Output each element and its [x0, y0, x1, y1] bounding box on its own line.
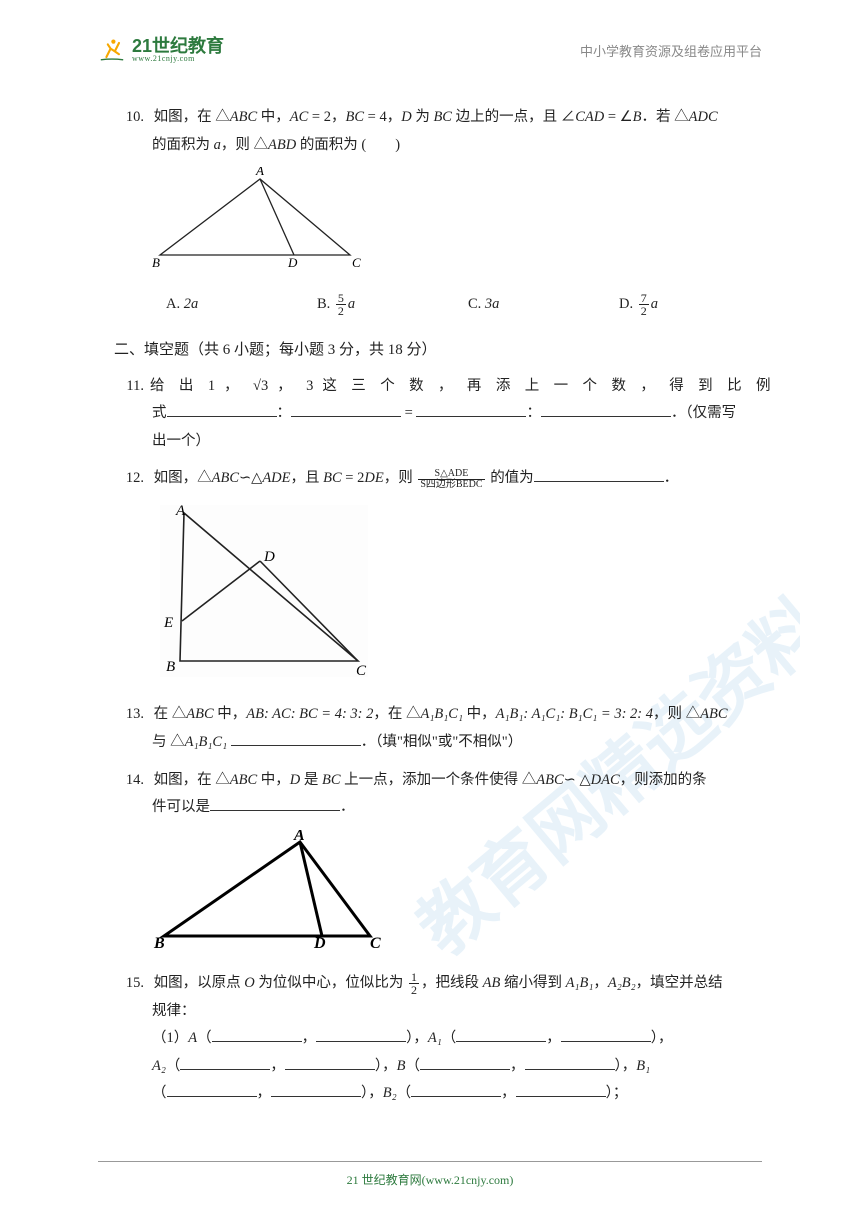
- fill-blank[interactable]: [541, 403, 671, 418]
- q13-line1: 在 △ABC 中，AB: AC: BC = 4: 3: 2，在 △A₁B₁C₁ …: [154, 706, 728, 722]
- fill-blank[interactable]: [525, 1055, 615, 1070]
- q12-figure: A D E B C: [152, 501, 770, 692]
- q15-line2: 规律：: [152, 998, 770, 1026]
- q12-num: 12.: [114, 465, 144, 493]
- fill-blank[interactable]: [285, 1055, 375, 1070]
- q15-line1: 如图，以原点 O 为位似中心，位似比为 12，把线段 AB 缩小得到 A₁B₁，…: [154, 975, 723, 991]
- q11-line2: 式： = ：．（仅需写: [152, 400, 770, 428]
- q10-choices: A. 2a B. 52a C. 3a D. 72a: [166, 291, 770, 319]
- svg-text:A: A: [175, 503, 186, 519]
- svg-text:E: E: [163, 615, 173, 631]
- logo-text-wrap: 21世纪教育 www.21cnjy.com: [132, 37, 224, 63]
- fill-blank[interactable]: [316, 1028, 406, 1043]
- question-13: 13. 在 △ABC 中，AB: AC: BC = 4: 3: 2，在 △A₁B…: [114, 701, 770, 756]
- fill-blank[interactable]: [210, 797, 340, 812]
- logo-sub-text: www.21cnjy.com: [132, 55, 224, 63]
- q14-num: 14.: [114, 767, 144, 795]
- q10-line2: 的面积为 a，则 △ABD 的面积为 ( ): [152, 132, 770, 160]
- fill-blank[interactable]: [534, 468, 664, 483]
- footer-text: 21 世纪教育网: [347, 1173, 422, 1187]
- q10-num: 10.: [114, 104, 144, 132]
- q15-num: 15.: [114, 970, 144, 998]
- svg-text:B: B: [153, 935, 165, 950]
- q11-line3: 出一个）: [152, 428, 770, 456]
- svg-text:C: C: [356, 663, 367, 679]
- page-header: 21世纪教育 www.21cnjy.com 中小学教育资源及组卷应用平台: [98, 36, 762, 64]
- question-12: 12. 如图，△ABC∽△ADE，且 BC = 2DE，则 S△ADES四边形B…: [114, 465, 770, 691]
- q10-choice-A: A. 2a: [166, 291, 317, 319]
- q13-num: 13.: [114, 701, 144, 729]
- brand-logo: 21世纪教育 www.21cnjy.com: [98, 36, 224, 64]
- fill-blank[interactable]: [167, 403, 277, 418]
- fill-blank[interactable]: [411, 1083, 501, 1098]
- fill-blank[interactable]: [456, 1028, 546, 1043]
- fill-blank[interactable]: [416, 403, 526, 418]
- q11-num: 11.: [114, 373, 144, 401]
- q15-sub1: （1）A（，），A₁（，），: [152, 1025, 770, 1053]
- fill-blank[interactable]: [212, 1028, 302, 1043]
- question-15: 15. 如图，以原点 O 为位似中心，位似比为 12，把线段 AB 缩小得到 A…: [114, 970, 770, 1108]
- fill-blank[interactable]: [291, 403, 401, 418]
- q13-line2: 与 △A₁B₁C₁ ．（填"相似"或"不相似"）: [152, 729, 770, 757]
- q14-figure: A B D C: [152, 830, 770, 961]
- svg-text:B: B: [166, 659, 175, 675]
- q10-choice-C: C. 3a: [468, 291, 619, 319]
- svg-text:A: A: [255, 167, 264, 178]
- question-10: 10. 如图，在 △ABC 中，AC = 2，BC = 4，D 为 BC 边上的…: [114, 104, 770, 318]
- header-right-text: 中小学教育资源及组卷应用平台: [580, 41, 762, 60]
- q10-choice-B: B. 52a: [317, 291, 468, 319]
- q14-line2: 件可以是．: [152, 794, 770, 822]
- svg-text:D: D: [313, 935, 326, 950]
- fill-blank[interactable]: [271, 1083, 361, 1098]
- q15-sub3: （，），B₂（，）；: [152, 1080, 770, 1108]
- q15-sub2: A₂（，），B（，），B₁: [152, 1053, 770, 1081]
- fill-blank[interactable]: [561, 1028, 651, 1043]
- svg-text:D: D: [287, 255, 298, 270]
- q10-figure: A B D C: [152, 167, 770, 283]
- fill-blank[interactable]: [231, 731, 361, 746]
- q14-line1: 如图，在 △ABC 中，D 是 BC 上一点，添加一个条件使得 △ABC∽ △D…: [154, 772, 707, 788]
- question-14: 14. 如图，在 △ABC 中，D 是 BC 上一点，添加一个条件使得 △ABC…: [114, 767, 770, 961]
- question-11: 11. 给 出 1 ， √3 ， 3 这 三 个 数 ， 再 添 上 一 个 数…: [114, 373, 770, 456]
- svg-text:A: A: [293, 830, 305, 844]
- q12-text: 如图，△ABC∽△ADE，且 BC = 2DE，则 S△ADES四边形BEDC …: [154, 470, 679, 486]
- footer-divider: [98, 1161, 762, 1162]
- svg-text:D: D: [263, 549, 275, 565]
- fill-blank[interactable]: [167, 1083, 257, 1098]
- q10-line1: 如图，在 △ABC 中，AC = 2，BC = 4，D 为 BC 边上的一点，且…: [154, 109, 718, 125]
- svg-text:C: C: [352, 255, 361, 270]
- runner-icon: [98, 36, 126, 64]
- svg-text:B: B: [152, 255, 160, 270]
- fill-blank[interactable]: [180, 1055, 270, 1070]
- svg-text:C: C: [370, 935, 381, 950]
- q10-choice-D: D. 72a: [619, 291, 770, 319]
- page-content: 10. 如图，在 △ABC 中，AC = 2，BC = 4，D 为 BC 边上的…: [114, 104, 770, 1118]
- fill-blank[interactable]: [420, 1055, 510, 1070]
- section-2-title: 二、填空题（共 6 小题；每小题 3 分，共 18 分）: [114, 336, 770, 365]
- fill-blank[interactable]: [516, 1083, 606, 1098]
- footer-url: (www.21cnjy.com): [422, 1173, 514, 1187]
- logo-main-text: 21世纪教育: [132, 37, 224, 55]
- page-footer: 21 世纪教育网(www.21cnjy.com): [0, 1171, 860, 1188]
- q11-line1: 给 出 1 ， √3 ， 3 这 三 个 数 ， 再 添 上 一 个 数 ， 得…: [150, 373, 770, 401]
